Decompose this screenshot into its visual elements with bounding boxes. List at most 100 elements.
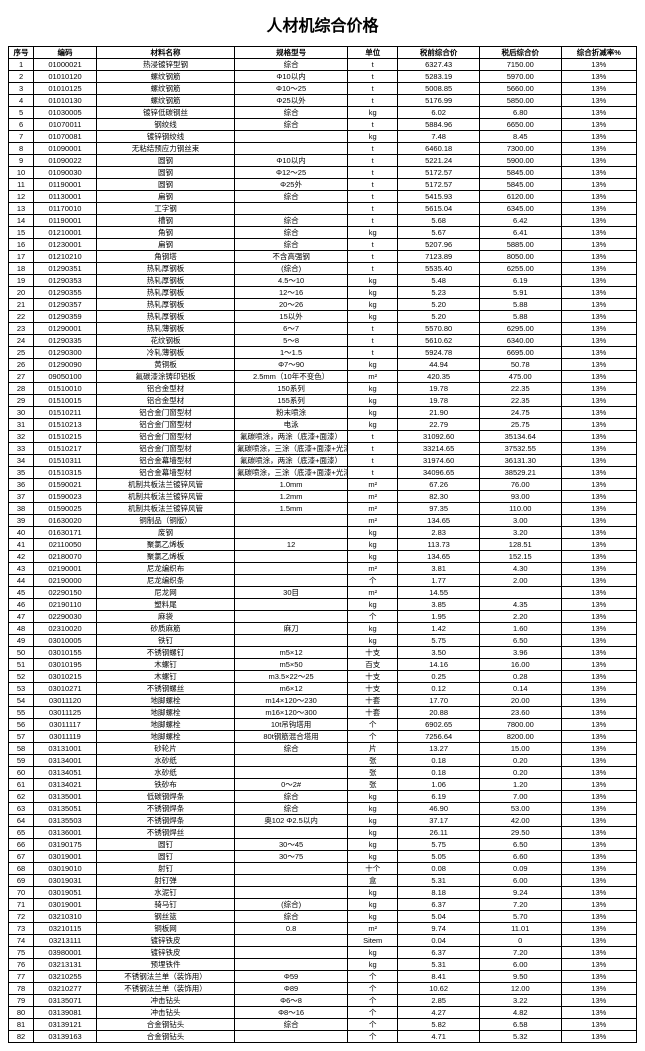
table-cell: 木螺钉: [96, 659, 234, 671]
table-cell: 5850.00: [479, 95, 561, 107]
table-cell: 01510213: [34, 419, 97, 431]
table-row: 3701590023机制共板法兰镀锌风管1.2mmm²82.3093.0013%: [9, 491, 637, 503]
table-cell: 4.71: [398, 1031, 480, 1043]
table-cell: m16×120～300: [235, 707, 348, 719]
table-cell: 20: [9, 287, 34, 299]
table-cell: 盒: [348, 875, 398, 887]
table-row: 1601230001扁钢综合t5207.965885.0013%: [9, 239, 637, 251]
table-cell: 5570.80: [398, 323, 480, 335]
table-cell: 3.96: [479, 647, 561, 659]
table-cell: 09050100: [34, 371, 97, 383]
table-cell: 13%: [561, 467, 636, 479]
table-cell: 6.19: [398, 791, 480, 803]
table-cell: m14×120～230: [235, 695, 348, 707]
table-cell: 01090001: [34, 143, 97, 155]
table-cell: 13%: [561, 791, 636, 803]
table-cell: 57: [9, 731, 34, 743]
table-cell: 30～75: [235, 851, 348, 863]
table-cell: 43: [9, 563, 34, 575]
table-cell: 03019051: [34, 887, 97, 899]
table-cell: 78: [9, 983, 34, 995]
table-cell: kg: [348, 395, 398, 407]
table-cell: 十套: [348, 695, 398, 707]
table-cell: 个: [348, 731, 398, 743]
table-cell: 420.35: [398, 371, 480, 383]
table-row: 2601290090黄铜板Φ7～90kg44.9450.7813%: [9, 359, 637, 371]
table-cell: 6345.00: [479, 203, 561, 215]
table-cell: 33: [9, 443, 34, 455]
table-row: 6903019031射钉弹盒5.316.0013%: [9, 875, 637, 887]
table-cell: 花纹钢板: [96, 335, 234, 347]
table-cell: 不锈钢焊条: [96, 815, 234, 827]
table-cell: kg: [348, 911, 398, 923]
table-cell: 个: [348, 575, 398, 587]
table-cell: 13%: [561, 539, 636, 551]
table-cell: 个: [348, 983, 398, 995]
table-cell: 13%: [561, 131, 636, 143]
table-row: 6303135051不锈钢焊条综合kg46.9053.0013%: [9, 803, 637, 815]
table-row: 7703210255不锈钢法兰单（装饰用）Φ59个8.419.5013%: [9, 971, 637, 983]
table-cell: 5970.00: [479, 71, 561, 83]
table-cell: [235, 1031, 348, 1043]
table-cell: 01290353: [34, 275, 97, 287]
table-cell: 5.48: [398, 275, 480, 287]
table-cell: 01210210: [34, 251, 97, 263]
table-row: 6703019001圆钉30～75kg5.056.6013%: [9, 851, 637, 863]
table-cell: 14.16: [398, 659, 480, 671]
table-cell: 13%: [561, 383, 636, 395]
table-cell: 铝合金门窗型材: [96, 419, 234, 431]
table-cell: 不锈钢焊丝: [96, 827, 234, 839]
table-cell: 十支: [348, 683, 398, 695]
table-cell: 2: [9, 71, 34, 83]
table-cell: 13%: [561, 755, 636, 767]
table-cell: 75: [9, 947, 34, 959]
table-row: 8003139081冲击钻头Φ8～16个4.274.8213%: [9, 1007, 637, 1019]
table-cell: t: [348, 263, 398, 275]
table-cell: 50: [9, 647, 34, 659]
table-cell: 0.04: [398, 935, 480, 947]
table-cell: 3.00: [479, 515, 561, 527]
table-cell: 冲击钻头: [96, 1007, 234, 1019]
table-row: 1801290351热轧厚钢板(综合)t5535.406255.0013%: [9, 263, 637, 275]
table-cell: m5×12: [235, 647, 348, 659]
table-cell: 68: [9, 863, 34, 875]
table-cell: 37: [9, 491, 34, 503]
table-cell: 13%: [561, 707, 636, 719]
table-cell: 13%: [561, 1031, 636, 1043]
table-cell: kg: [348, 275, 398, 287]
table-cell: 6.19: [479, 275, 561, 287]
table-row: 6803019010射钉十个0.080.0913%: [9, 863, 637, 875]
table-cell: 麻刀: [235, 623, 348, 635]
table-cell: 0.8: [235, 923, 348, 935]
table-cell: 01210001: [34, 227, 97, 239]
table-row: 4202180070聚氯乙烯板kg134.65152.1513%: [9, 551, 637, 563]
table-cell: 3.20: [479, 527, 561, 539]
table-cell: 01290357: [34, 299, 97, 311]
table-row: 4001630171废钢kg2.833.2013%: [9, 527, 637, 539]
table-cell: 综合: [235, 215, 348, 227]
table-cell: 聚氯乙烯板: [96, 539, 234, 551]
table-cell: 73: [9, 923, 34, 935]
table-cell: 13%: [561, 419, 636, 431]
table-cell: 5610.62: [398, 335, 480, 347]
table-cell: 13%: [561, 59, 636, 71]
table-cell: [235, 611, 348, 623]
table-cell: 13%: [561, 659, 636, 671]
table-cell: 个: [348, 1007, 398, 1019]
table-cell: 03213111: [34, 935, 97, 947]
table-row: 2501290300冷轧薄钢板1～1.5t5924.786695.0013%: [9, 347, 637, 359]
table-cell: 128.51: [479, 539, 561, 551]
table-cell: 3.50: [398, 647, 480, 659]
table-cell: 22.35: [479, 383, 561, 395]
table-cell: 热轧厚钢板: [96, 275, 234, 287]
table-cell: 13%: [561, 671, 636, 683]
table-row: 501030005镀锌低碳钢丝综合kg6.026.8013%: [9, 107, 637, 119]
table-row: 7503980001镀锌铁皮kg6.377.2013%: [9, 947, 637, 959]
table-cell: 13%: [561, 935, 636, 947]
table-cell: t: [348, 239, 398, 251]
table-cell: 03019010: [34, 863, 97, 875]
table-cell: t: [348, 143, 398, 155]
table-cell: t: [348, 59, 398, 71]
table-cell: [235, 863, 348, 875]
table-cell: 13%: [561, 1007, 636, 1019]
